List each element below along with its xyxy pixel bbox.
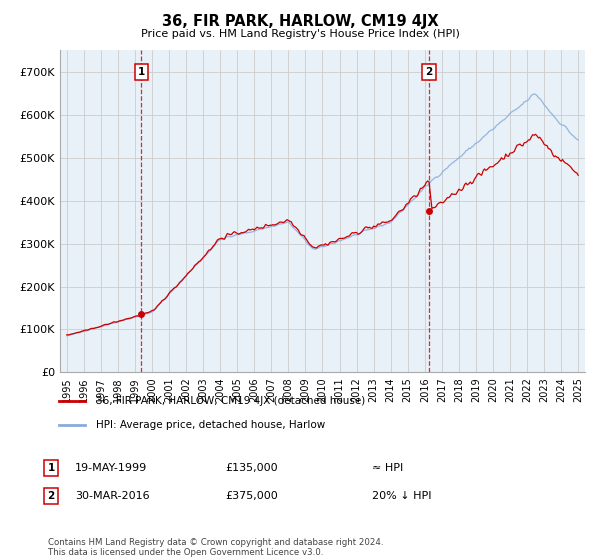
Text: 19-MAY-1999: 19-MAY-1999: [75, 463, 147, 473]
Text: 2: 2: [47, 491, 55, 501]
Text: HPI: Average price, detached house, Harlow: HPI: Average price, detached house, Harl…: [97, 419, 326, 430]
Text: 30-MAR-2016: 30-MAR-2016: [75, 491, 149, 501]
Text: 36, FIR PARK, HARLOW, CM19 4JX: 36, FIR PARK, HARLOW, CM19 4JX: [161, 14, 439, 29]
Text: 1: 1: [138, 67, 145, 77]
Text: Price paid vs. HM Land Registry's House Price Index (HPI): Price paid vs. HM Land Registry's House …: [140, 29, 460, 39]
Text: Contains HM Land Registry data © Crown copyright and database right 2024.
This d: Contains HM Land Registry data © Crown c…: [48, 538, 383, 557]
Text: £375,000: £375,000: [225, 491, 278, 501]
Text: £135,000: £135,000: [225, 463, 278, 473]
Text: ≈ HPI: ≈ HPI: [372, 463, 403, 473]
Text: 1: 1: [47, 463, 55, 473]
Text: 2: 2: [425, 67, 433, 77]
Text: 20% ↓ HPI: 20% ↓ HPI: [372, 491, 431, 501]
Text: 36, FIR PARK, HARLOW, CM19 4JX (detached house): 36, FIR PARK, HARLOW, CM19 4JX (detached…: [97, 396, 365, 407]
